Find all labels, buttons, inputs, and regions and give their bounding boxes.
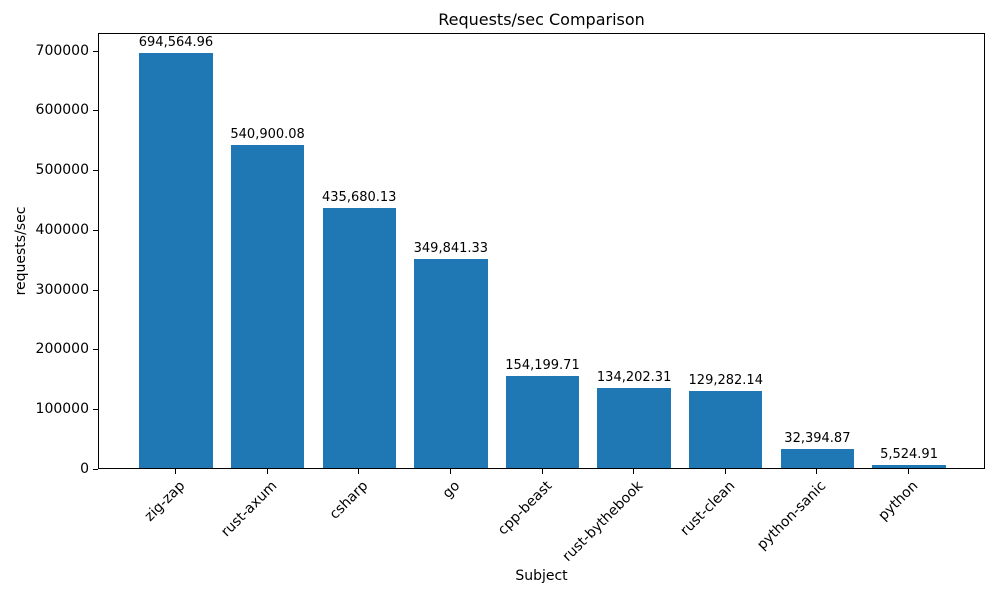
y-tick-mark — [93, 110, 98, 112]
bar-rust-clean — [689, 390, 763, 468]
bar-python-sanic — [780, 448, 855, 468]
x-tick-mark — [266, 469, 268, 474]
bar-csharp — [322, 207, 396, 468]
y-tick-label: 700000 — [35, 42, 89, 59]
y-tick-mark — [93, 349, 98, 351]
x-tick-mark — [358, 469, 360, 474]
bar-value-label-csharp: 435,680.13 — [322, 189, 397, 205]
y-tick-mark — [93, 229, 98, 231]
x-tick-mark — [724, 469, 726, 474]
x-tick-mark — [541, 469, 543, 474]
y-tick-mark — [93, 409, 98, 411]
x-tick-mark — [174, 469, 176, 474]
y-tick-label: 300000 — [35, 281, 89, 298]
bar-go — [414, 258, 488, 468]
bar-cpp-beast — [505, 375, 580, 468]
bar-rust-bythebook — [597, 387, 671, 468]
x-tick-mark — [633, 469, 635, 474]
plot-area: 694,564.96 540,900.08 435,680.13 349,841.33… — [98, 33, 985, 469]
x-tick-mark — [908, 469, 910, 474]
bar-value-label-python: 5,524.91 — [880, 446, 938, 462]
y-tick-mark — [93, 50, 98, 52]
x-tick-mark — [449, 469, 451, 474]
y-tick-label: 600000 — [35, 102, 89, 119]
bar-zig-zap — [139, 52, 213, 468]
bar-value-label-cpp-beast: 154,199.71 — [505, 357, 580, 373]
bar-python — [872, 464, 946, 468]
bar-value-label-go: 349,841.33 — [413, 240, 489, 256]
y-tick-mark — [93, 170, 98, 172]
y-tick-label: 200000 — [35, 341, 89, 358]
bar-rust-axum — [230, 144, 305, 468]
x-axis-label: Subject — [515, 568, 568, 584]
bar-value-label-zig-zap: 694,564.96 — [138, 34, 214, 50]
x-tick-mark — [816, 469, 818, 474]
y-tick-label: 400000 — [35, 221, 89, 238]
bar-value-label-rust-bythebook: 134,202.31 — [596, 369, 672, 385]
bar-value-label-python-sanic: 32,394.87 — [784, 430, 851, 446]
y-tick-mark — [93, 469, 98, 470]
y-tick-mark — [93, 289, 98, 291]
chart-title: Requests/sec Comparison — [438, 10, 645, 29]
bar-value-label-rust-clean: 129,282.14 — [688, 372, 763, 388]
y-tick-label: 100000 — [35, 401, 89, 418]
bar-value-label-rust-axum: 540,900.08 — [230, 126, 305, 142]
y-tick-label: 0 — [80, 461, 89, 477]
y-tick-label: 500000 — [35, 162, 89, 179]
